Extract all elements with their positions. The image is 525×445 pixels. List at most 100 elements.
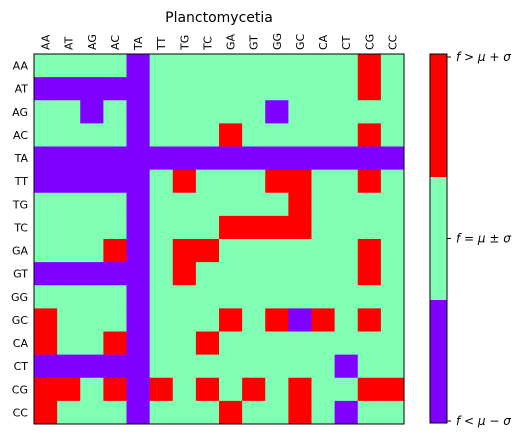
heatmap-cell-TA-GA xyxy=(219,146,243,171)
heatmap-cell-CG-TT xyxy=(149,377,174,402)
heatmap-cell-CG-TA xyxy=(126,377,151,402)
heatmap-cell-GA-CA xyxy=(311,239,336,263)
heatmap-cell-AT-GA xyxy=(219,77,243,101)
heatmap-cell-CA-GC xyxy=(288,331,312,356)
heatmap-cell-CG-GA xyxy=(219,377,243,402)
heatmap-cell-TA-GT xyxy=(242,146,266,171)
heatmap-cell-GG-TC xyxy=(195,285,220,309)
heatmap-cell-TG-GA xyxy=(219,192,243,217)
heatmap-cell-TC-AT xyxy=(57,215,81,240)
heatmap-cell-GT-TC xyxy=(195,262,220,286)
heatmap-cell-TC-AG xyxy=(80,215,104,240)
heatmap-cell-CG-AC xyxy=(103,377,127,402)
heatmap-cell-AA-CT xyxy=(334,54,359,78)
heatmap-cell-GA-GA xyxy=(219,239,243,263)
heatmap-cell-AT-TC xyxy=(195,77,220,101)
heatmap-cell-AA-AC xyxy=(103,54,127,78)
heatmap-cell-TG-CC xyxy=(380,192,405,217)
heatmap-cell-GC-CA xyxy=(311,308,336,332)
heatmap-cell-AG-TT xyxy=(149,100,174,124)
heatmap-cell-CA-TG xyxy=(172,331,197,356)
x-tick-label: CG xyxy=(363,34,376,50)
heatmap-cell-CT-AA xyxy=(34,354,58,379)
heatmap-cell-GA-TT xyxy=(149,239,174,263)
y-tick-label: TC xyxy=(13,221,28,234)
chart-title: Planctomycetia xyxy=(165,10,273,26)
heatmap-cell-AG-TC xyxy=(195,100,220,124)
heatmap-cell-GT-TG xyxy=(172,262,197,286)
heatmap-cell-CC-AA xyxy=(34,400,58,425)
heatmap-cell-AG-AG xyxy=(80,100,104,124)
heatmap-cell-GT-AA xyxy=(34,262,58,286)
heatmap-cell-TG-AC xyxy=(103,192,127,217)
heatmap-cell-TA-TA xyxy=(126,146,151,171)
heatmap-cell-GT-AC xyxy=(103,262,127,286)
heatmap-cell-GC-TT xyxy=(149,308,174,332)
heatmap-cell-AG-GC xyxy=(288,100,312,124)
heatmap-cell-GG-CG xyxy=(357,285,382,309)
heatmap-cell-TT-TG xyxy=(172,169,197,194)
heatmap-cell-AG-TG xyxy=(172,100,197,124)
heatmap-cell-TT-GC xyxy=(288,169,312,194)
heatmap-cell-AC-TG xyxy=(172,123,197,147)
heatmap-cell-AG-GT xyxy=(242,100,266,124)
heatmap-cell-GA-CC xyxy=(380,239,405,263)
heatmap-cell-GT-CA xyxy=(311,262,336,286)
heatmap-cell-GT-CC xyxy=(380,262,405,286)
y-tick-label: TG xyxy=(12,198,28,211)
heatmap-cell-GG-CC xyxy=(380,285,405,309)
x-tick-label: CA xyxy=(317,34,330,50)
heatmap-cell-TG-TA xyxy=(126,192,151,217)
heatmap-cell-GA-CT xyxy=(334,239,359,263)
heatmap-cell-CA-AT xyxy=(57,331,81,356)
heatmap-cell-TT-TA xyxy=(126,169,151,194)
heatmap-cell-GG-AG xyxy=(80,285,104,309)
heatmap-cell-TA-TC xyxy=(195,146,220,171)
heatmap-cell-CT-AC xyxy=(103,354,127,379)
heatmap-cell-TC-TG xyxy=(172,215,197,240)
colorbar-tick-label: f = μ ± σ xyxy=(456,232,511,246)
heatmap-cell-GA-CG xyxy=(357,239,382,263)
x-axis-ticks: AA AT AG AC TA TT TG TC GA GT GG GC CA CT CG CC xyxy=(40,33,400,51)
heatmap-cell-GC-TG xyxy=(172,308,197,332)
heatmap-cell-GG-AC xyxy=(103,285,127,309)
heatmap-cell-TA-AG xyxy=(80,146,104,171)
heatmap-cell-AT-CA xyxy=(311,77,336,101)
colorbar-tick-label: f > μ + σ xyxy=(456,50,511,64)
heatmap-cell-CT-TG xyxy=(172,354,197,379)
heatmap-cell-GC-GC xyxy=(288,308,312,332)
heatmap-cell-GT-GT xyxy=(242,262,266,286)
heatmap-cell-GG-GT xyxy=(242,285,266,309)
heatmap-cell-AT-CC xyxy=(380,77,405,101)
heatmap-cell-TC-TA xyxy=(126,215,151,240)
x-tick-label: AC xyxy=(109,35,122,50)
heatmap-cell-TC-TT xyxy=(149,215,174,240)
x-tick-label: GT xyxy=(248,35,261,50)
heatmap-cell-CG-AG xyxy=(80,377,104,402)
heatmap-cell-AC-TT xyxy=(149,123,174,147)
heatmap-cell-CT-TC xyxy=(195,354,220,379)
heatmap-cell-GC-AT xyxy=(57,308,81,332)
heatmap-cell-CT-CG xyxy=(357,354,382,379)
heatmap-cell-TG-CT xyxy=(334,192,359,217)
heatmap-cell-AC-GC xyxy=(288,123,312,147)
heatmap-cell-GT-AT xyxy=(57,262,81,286)
heatmap-cell-CC-AC xyxy=(103,400,127,425)
x-tick-label: TA xyxy=(132,36,145,51)
heatmap-cell-AG-AT xyxy=(57,100,81,124)
heatmap-cell-GG-AA xyxy=(34,285,58,309)
heatmap-cell-AC-AG xyxy=(80,123,104,147)
heatmap-cell-GT-GA xyxy=(219,262,243,286)
heatmap-cell-GG-CT xyxy=(334,285,359,309)
heatmap-cell-TG-TG xyxy=(172,192,197,217)
heatmap-cell-TG-AA xyxy=(34,192,58,217)
heatmap-cell-AG-AC xyxy=(103,100,127,124)
heatmap-cell-AT-GC xyxy=(288,77,312,101)
heatmap-cell-AG-AA xyxy=(34,100,58,124)
heatmap-cell-TA-AC xyxy=(103,146,127,171)
heatmap-cell-AC-TC xyxy=(195,123,220,147)
heatmap-cell-CA-GA xyxy=(219,331,243,356)
heatmap-cell-CG-TG xyxy=(172,377,197,402)
heatmap-cell-CG-CC xyxy=(380,377,405,402)
